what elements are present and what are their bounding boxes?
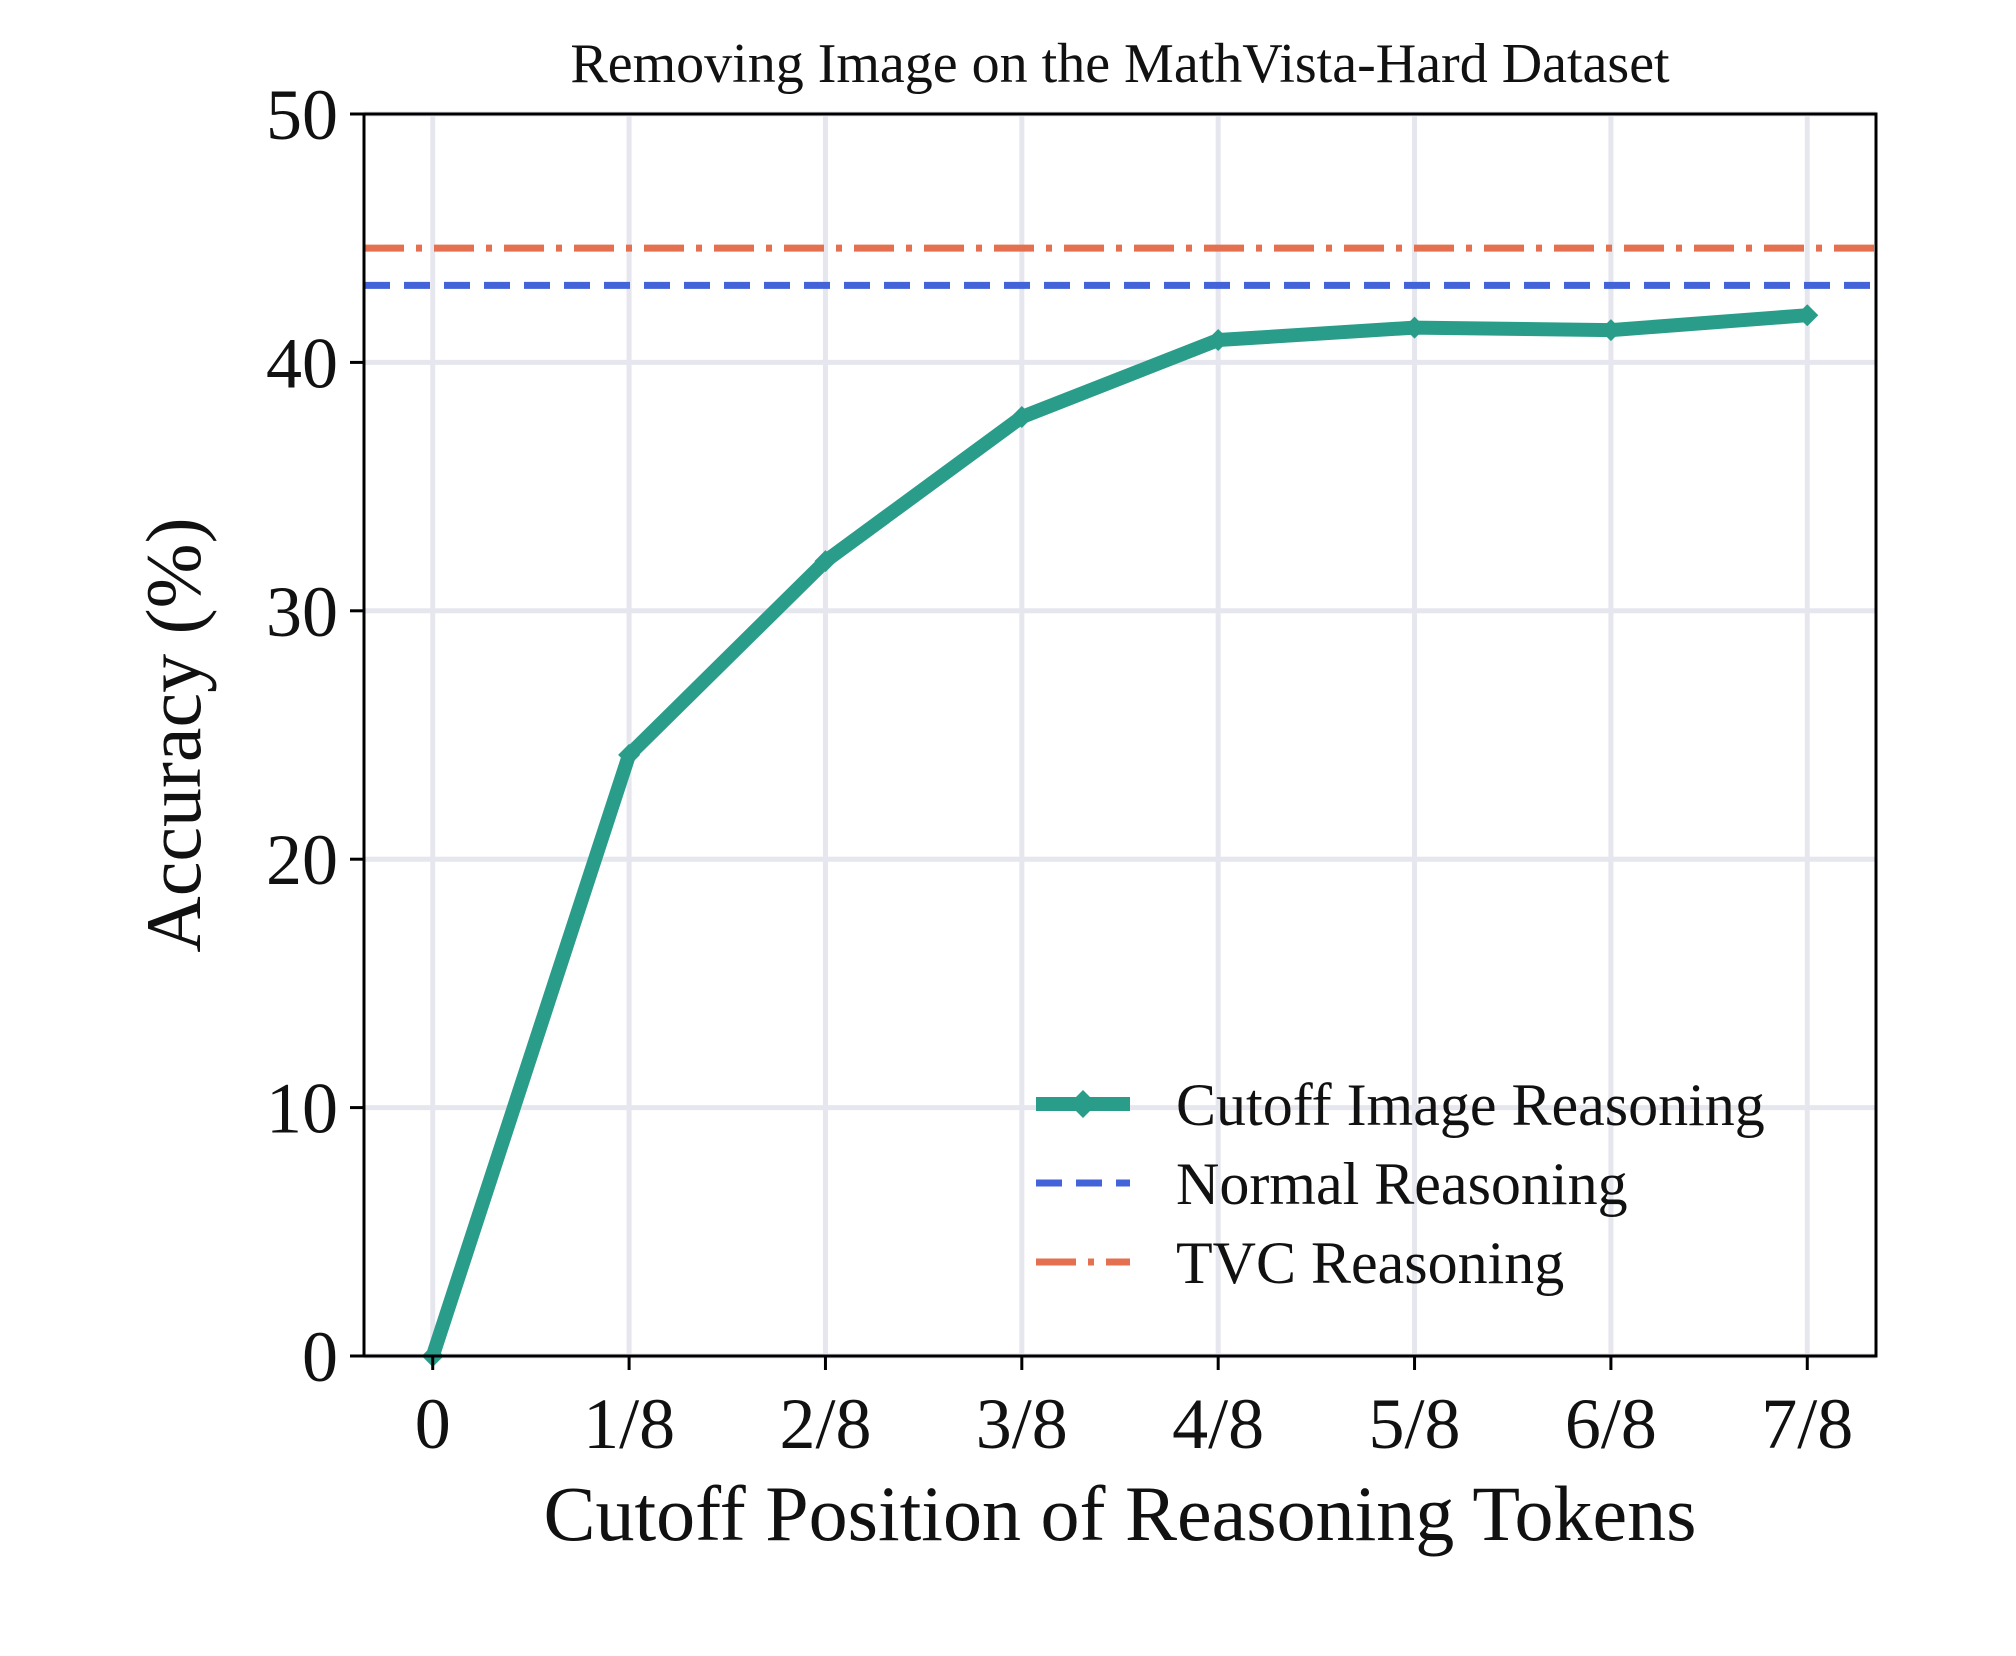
legend-item-tvc: TVC Reasoning [1036,1230,1564,1296]
x-tick-label: 5/8 [1369,1384,1461,1464]
legend-item-cutoff: Cutoff Image Reasoning [1036,1072,1765,1138]
grid [364,111,1876,1359]
legend-label-tvc: TVC Reasoning [1176,1230,1564,1296]
series [421,304,1819,1367]
data-point [618,743,641,766]
chart-title: Removing Image on the MathVista-Hard Dat… [570,33,1670,95]
legend-item-normal: Normal Reasoning [1036,1151,1628,1217]
x-tick-label: 4/8 [1172,1384,1264,1464]
data-point [814,550,837,573]
data-point [1010,406,1033,429]
legend-label-cutoff: Cutoff Image Reasoning [1176,1072,1765,1138]
y-tick-label: 40 [266,323,338,403]
data-point [1403,316,1426,339]
cutoff-reasoning-line [425,308,1815,1363]
legend-label-normal: Normal Reasoning [1176,1151,1628,1217]
y-axis-title: Accuracy (%) [130,517,217,952]
plot-frame [362,112,1878,1358]
legend: Cutoff Image Reasoning Normal Reasoning … [1036,1072,1765,1296]
axis-ticks: 0 1/8 2/8 3/8 4/8 5/8 6/8 7/8 0 10 20 30 40 50 [266,75,1853,1464]
x-tick-label: 0 [415,1384,451,1464]
data-point [1599,319,1622,342]
data-point [1796,304,1819,327]
x-tick-label: 1/8 [583,1384,675,1464]
x-tick-label: 3/8 [976,1384,1068,1464]
x-tick-label: 2/8 [779,1384,871,1464]
y-tick-label: 50 [266,75,338,155]
y-tick-label: 10 [266,1069,338,1149]
legend-marker-cutoff [1069,1090,1097,1118]
x-axis-title: Cutoff Position of Reasoning Tokens [543,1470,1696,1557]
y-tick-label: 20 [266,820,338,900]
data-point [1207,329,1230,352]
x-tick-label: 6/8 [1565,1384,1657,1464]
y-tick-label: 0 [302,1317,338,1397]
x-tick-label: 7/8 [1761,1384,1853,1464]
y-tick-label: 30 [266,572,338,652]
reference-lines [364,244,1876,289]
